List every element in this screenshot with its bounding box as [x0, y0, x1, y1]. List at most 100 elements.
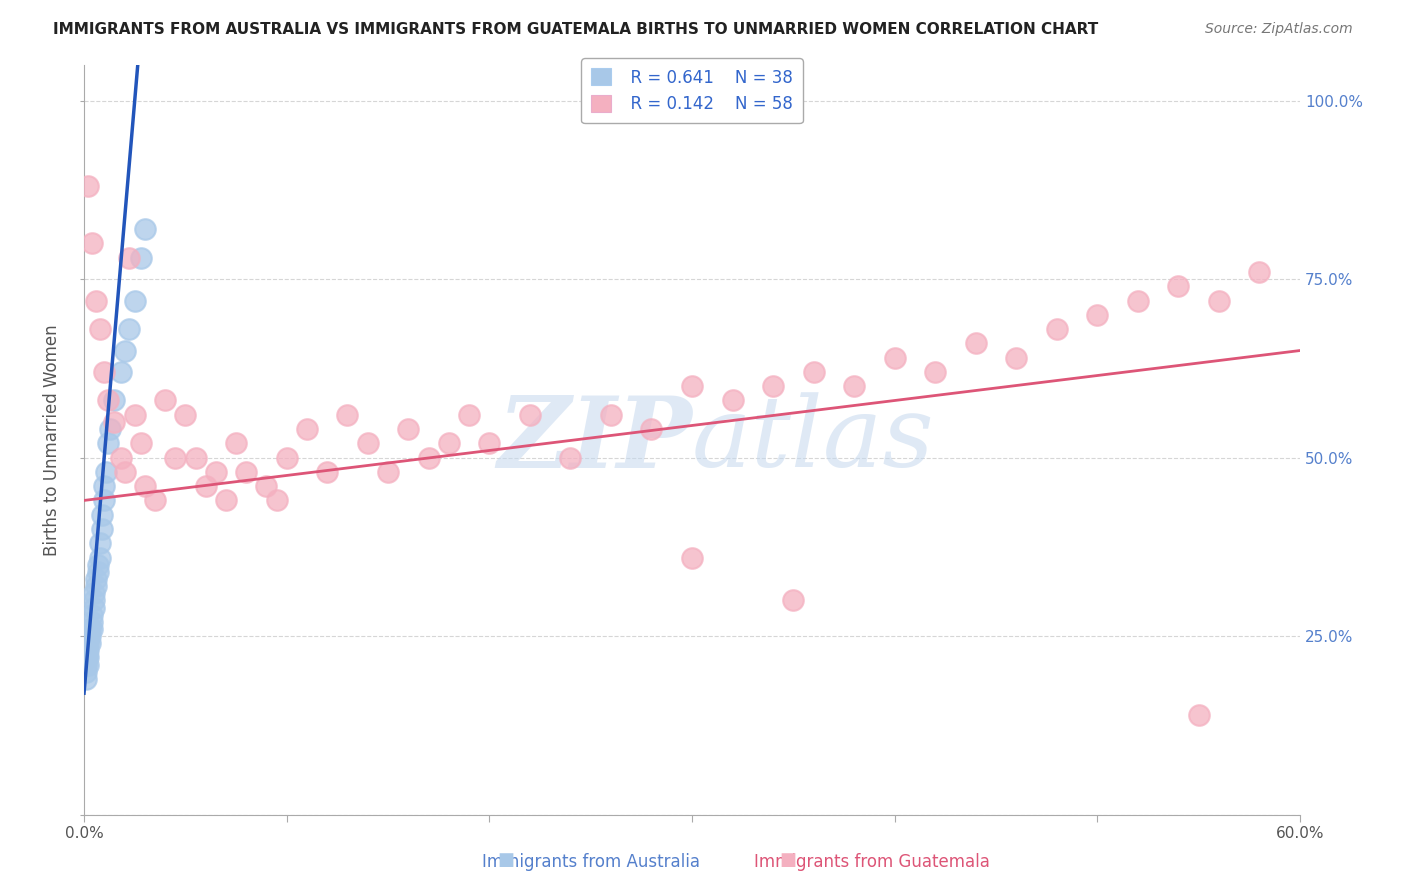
Point — [1046, 322, 1069, 336]
Point — [93, 365, 115, 379]
Point — [82, 607, 104, 622]
Point — [77, 650, 100, 665]
Point — [174, 408, 197, 422]
Point — [194, 479, 217, 493]
Point — [79, 629, 101, 643]
Point — [100, 422, 122, 436]
Point — [129, 251, 152, 265]
Point — [117, 322, 139, 336]
Point — [83, 600, 105, 615]
Point — [87, 565, 110, 579]
Point — [84, 579, 107, 593]
Point — [1208, 293, 1230, 308]
Point — [124, 408, 146, 422]
Point — [295, 422, 318, 436]
Point — [77, 179, 100, 194]
Point — [82, 615, 104, 629]
Point — [75, 672, 97, 686]
Point — [204, 465, 226, 479]
Point — [82, 622, 104, 636]
Point — [77, 657, 100, 672]
Point — [97, 436, 120, 450]
Point — [153, 393, 176, 408]
Point — [377, 465, 399, 479]
Point — [316, 465, 339, 479]
Legend:   R = 0.641    N = 38,   R = 0.142    N = 58: R = 0.641 N = 38, R = 0.142 N = 58 — [582, 58, 803, 123]
Point — [83, 593, 105, 607]
Point — [681, 379, 703, 393]
Point — [215, 493, 238, 508]
Point — [782, 593, 804, 607]
Point — [79, 636, 101, 650]
Text: ■: ■ — [779, 851, 796, 869]
Point — [87, 558, 110, 572]
Text: atlas: atlas — [692, 392, 935, 487]
Point — [76, 650, 98, 665]
Point — [103, 415, 125, 429]
Point — [96, 465, 118, 479]
Point — [1249, 265, 1271, 279]
Point — [124, 293, 146, 308]
Point — [396, 422, 419, 436]
Point — [114, 465, 136, 479]
Point — [478, 436, 501, 450]
Text: Immigrants from Guatemala: Immigrants from Guatemala — [754, 853, 990, 871]
Point — [1005, 351, 1028, 365]
Point — [1085, 308, 1108, 322]
Point — [924, 365, 946, 379]
Point — [883, 351, 905, 365]
Text: Immigrants from Australia: Immigrants from Australia — [481, 853, 700, 871]
Point — [357, 436, 380, 450]
Point — [225, 436, 247, 450]
Point — [184, 450, 207, 465]
Point — [1167, 279, 1189, 293]
Point — [560, 450, 582, 465]
Point — [235, 465, 257, 479]
Point — [83, 586, 105, 600]
Point — [458, 408, 481, 422]
Point — [79, 622, 101, 636]
Point — [143, 493, 166, 508]
Point — [77, 636, 100, 650]
Point — [93, 479, 115, 493]
Point — [437, 436, 460, 450]
Point — [114, 343, 136, 358]
Text: ZIP: ZIP — [498, 392, 692, 488]
Point — [134, 222, 156, 236]
Text: Source: ZipAtlas.com: Source: ZipAtlas.com — [1205, 22, 1353, 37]
Point — [519, 408, 541, 422]
Point — [276, 450, 298, 465]
Point — [266, 493, 288, 508]
Point — [84, 572, 107, 586]
Point — [89, 550, 111, 565]
Point — [110, 365, 132, 379]
Point — [91, 508, 114, 522]
Point — [97, 393, 120, 408]
Point — [110, 450, 132, 465]
Point — [844, 379, 866, 393]
Point — [134, 479, 156, 493]
Point — [681, 550, 703, 565]
Point — [762, 379, 785, 393]
Point — [721, 393, 744, 408]
Point — [77, 643, 100, 657]
Point — [1126, 293, 1149, 308]
Point — [965, 336, 987, 351]
Point — [91, 522, 114, 536]
Point — [103, 393, 125, 408]
Point — [1188, 707, 1211, 722]
Point — [84, 293, 107, 308]
Point — [254, 479, 277, 493]
Point — [75, 665, 97, 679]
Point — [600, 408, 623, 422]
Point — [640, 422, 662, 436]
Point — [76, 643, 98, 657]
Point — [418, 450, 440, 465]
Text: IMMIGRANTS FROM AUSTRALIA VS IMMIGRANTS FROM GUATEMALA BIRTHS TO UNMARRIED WOMEN: IMMIGRANTS FROM AUSTRALIA VS IMMIGRANTS … — [53, 22, 1098, 37]
Point — [336, 408, 359, 422]
Y-axis label: Births to Unmarried Women: Births to Unmarried Women — [44, 324, 60, 556]
Point — [89, 322, 111, 336]
Point — [803, 365, 825, 379]
Point — [89, 536, 111, 550]
Point — [117, 251, 139, 265]
